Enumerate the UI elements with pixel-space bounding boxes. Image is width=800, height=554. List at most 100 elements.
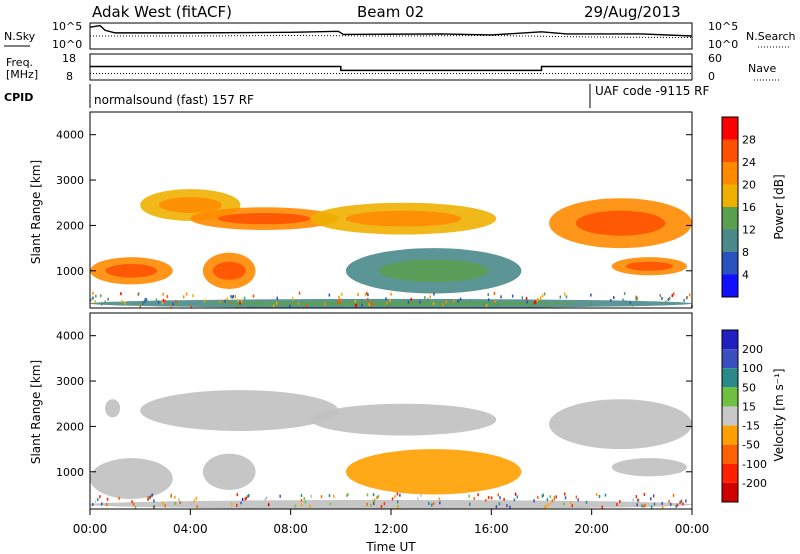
power-speckle [162, 292, 164, 296]
power-region-core-3 [212, 261, 246, 280]
velocity-speckle [637, 498, 640, 502]
velocity-speckle [366, 502, 368, 506]
power-speckle [232, 294, 234, 298]
power-speckle [536, 298, 538, 302]
velocity-speckle [431, 503, 433, 507]
velocity-speckle [680, 499, 683, 503]
velocity-speckle [372, 493, 375, 497]
power-speckle [672, 292, 675, 296]
power-ytick-label: 1000 [56, 265, 84, 278]
velocity-speckle [516, 495, 519, 499]
velocity-speckle [168, 501, 170, 505]
power-colorbar-tick-label: 24 [742, 156, 756, 169]
velocity-speckle [94, 500, 97, 504]
velocity-speckle [396, 492, 399, 496]
power-speckle [465, 303, 468, 307]
velocity-speckle [309, 504, 311, 508]
power-speckle [137, 292, 140, 296]
power-speckle [667, 297, 670, 301]
power-speckle [635, 295, 637, 299]
freq-left-tick-bottom: 8 [66, 70, 73, 83]
power-speckle [172, 302, 174, 306]
power-scatter [90, 189, 693, 308]
power-speckle [219, 299, 222, 303]
power-speckle [328, 293, 331, 297]
power-speckle [442, 303, 444, 307]
power-region-core-5 [378, 259, 489, 283]
power-speckle [631, 303, 634, 307]
velocity-speckle [598, 494, 601, 498]
velocity-speckle [669, 502, 672, 506]
velocity-speckle [564, 496, 567, 500]
power-speckle [629, 301, 632, 305]
time-tick-label: 12:00 [374, 522, 409, 536]
velocity-speckle [346, 494, 348, 498]
power-panel: 1000 2000 3000 4000 Slant Range [km] [29, 111, 693, 309]
velocity-speckle [92, 502, 94, 506]
velocity-colorbar-segment [722, 463, 738, 483]
velocity-speckle [151, 493, 154, 497]
power-speckle [141, 302, 144, 306]
velocity-region-6 [549, 399, 692, 450]
velocity-speckle [174, 495, 176, 499]
power-speckle [94, 300, 96, 304]
power-speckle [297, 301, 300, 305]
power-region-core-8 [202, 301, 580, 306]
velocity-speckle [643, 492, 646, 496]
power-colorbar-segment [722, 252, 738, 275]
time-tick-label: 00:00 [675, 522, 710, 536]
velocity-colorbar-tick-label: 200 [742, 343, 763, 356]
velocity-speckle [176, 502, 178, 506]
velocity-speckle [396, 505, 399, 509]
velocity-speckle [99, 495, 101, 499]
velocity-speckle [264, 497, 266, 501]
power-speckle [292, 297, 294, 301]
time-tick-label: 00:00 [73, 522, 108, 536]
power-speckle [457, 299, 459, 303]
velocity-speckle [601, 505, 604, 509]
velocity-speckle [499, 496, 501, 500]
velocity-speckle [553, 497, 556, 501]
velocity-speckle [373, 502, 375, 506]
power-speckle [357, 292, 359, 296]
frequency-panel: Freq. [MHz] 18 8 60 0 Nave [6, 52, 780, 83]
power-speckle [521, 296, 524, 300]
velocity-colorbar-tick-label: -50 [742, 439, 760, 452]
power-speckle [407, 300, 410, 304]
velocity-speckle [118, 496, 120, 500]
velocity-speckle [563, 502, 565, 506]
power-speckle [192, 294, 194, 298]
velocity-colorbar-segment [722, 330, 738, 350]
power-speckle [139, 304, 142, 308]
velocity-speckle [438, 497, 441, 501]
velocity-speckle [569, 501, 572, 505]
velocity-speckle [153, 499, 155, 503]
velocity-speckle [635, 495, 638, 499]
freq-left-tick-top: 18 [62, 52, 76, 65]
power-colorbar-segment [722, 117, 738, 140]
velocity-speckle [509, 505, 511, 509]
noise-series-1 [90, 34, 693, 39]
power-speckle [275, 301, 278, 305]
power-speckle [143, 300, 146, 304]
velocity-speckle [619, 500, 621, 504]
power-speckle [236, 304, 239, 308]
velocity-speckle [487, 496, 490, 500]
power-speckle [100, 302, 103, 306]
velocity-speckle [650, 497, 652, 501]
velocity-speckle [427, 501, 430, 505]
velocity-region-3 [202, 453, 256, 490]
power-speckle [683, 298, 685, 302]
velocity-region-1 [105, 399, 121, 418]
power-speckle [590, 293, 592, 297]
velocity-colorbar-segment [722, 406, 738, 426]
velocity-speckle [380, 505, 383, 509]
velocity-speckle [604, 493, 607, 497]
power-speckle [452, 299, 455, 303]
power-speckle [541, 294, 544, 298]
power-speckle [622, 298, 624, 302]
power-speckle [483, 303, 485, 307]
power-speckle [354, 299, 357, 303]
noise-right-tick-bottom: 10^0 [708, 38, 738, 51]
power-speckle [368, 302, 371, 306]
